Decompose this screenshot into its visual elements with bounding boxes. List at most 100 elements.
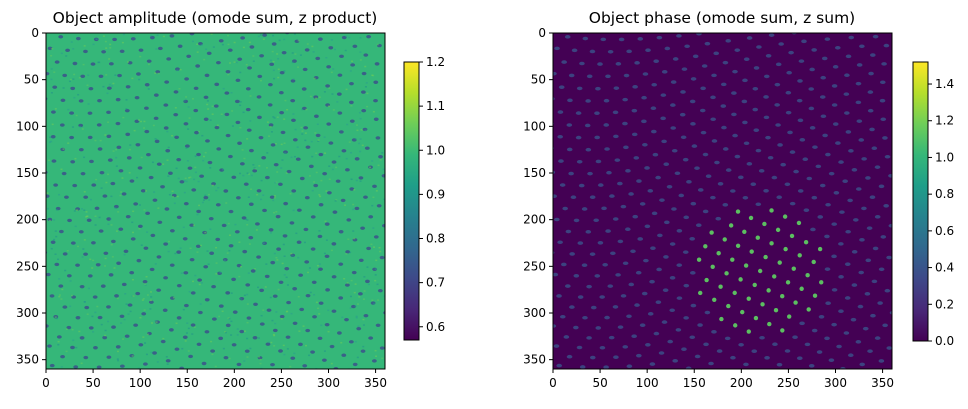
lattice-dot	[844, 73, 850, 78]
lattice-dot	[568, 171, 574, 176]
lattice-dot	[750, 182, 757, 186]
speckle	[114, 207, 117, 209]
speckle	[86, 84, 89, 87]
speckle	[157, 72, 160, 75]
lattice-dot	[712, 297, 717, 302]
lattice-dot	[89, 159, 94, 164]
speckle	[89, 198, 92, 201]
lattice-dot	[259, 54, 265, 58]
lattice-dot	[75, 263, 80, 267]
lattice-dot	[683, 316, 689, 320]
lattice-dot	[763, 254, 768, 260]
lattice-dot	[332, 210, 338, 214]
lattice-dot	[836, 344, 842, 349]
speckle	[47, 159, 50, 162]
lattice-dot	[676, 229, 683, 233]
speckle	[196, 213, 199, 216]
speckle	[260, 367, 263, 369]
lattice-dot	[859, 44, 865, 49]
speckle	[172, 195, 175, 198]
lattice-dot	[869, 127, 875, 132]
lattice-dot	[675, 328, 682, 332]
lattice-dot	[793, 300, 798, 305]
speckle	[260, 179, 263, 182]
speckle	[283, 274, 286, 276]
speckle	[72, 78, 75, 80]
lattice-dot	[164, 80, 170, 84]
lattice-dot	[175, 67, 180, 71]
lattice-dot	[364, 146, 370, 150]
speckle	[145, 190, 148, 192]
speckle	[352, 203, 355, 206]
y-tick-label: 100	[16, 119, 39, 133]
speckle	[105, 47, 108, 49]
speckle	[344, 204, 347, 206]
lattice-dot	[797, 189, 804, 193]
speckle	[286, 284, 289, 286]
lattice-dot	[856, 63, 863, 67]
lattice-dot	[676, 296, 683, 300]
lattice-dot	[373, 235, 379, 239]
lattice-dot	[270, 143, 276, 147]
speckle	[139, 55, 142, 58]
lattice-dot	[871, 279, 878, 284]
lattice-dot	[218, 336, 224, 341]
speckle	[83, 209, 86, 211]
lattice-dot	[585, 147, 592, 152]
lattice-dot	[338, 130, 344, 134]
lattice-dot	[553, 251, 555, 255]
lattice-dot	[711, 330, 717, 334]
speckle	[262, 194, 265, 196]
x-tick-label: 350	[871, 376, 894, 390]
lattice-dot	[310, 247, 316, 251]
lattice-dot	[339, 54, 344, 59]
speckle	[208, 199, 211, 201]
lattice-dot	[210, 30, 215, 33]
lattice-dot	[224, 91, 230, 95]
lattice-dot	[78, 230, 84, 234]
lattice-dot	[683, 283, 690, 288]
lattice-dot	[758, 169, 765, 173]
lattice-dot	[115, 121, 121, 126]
speckle	[206, 100, 209, 102]
speckle	[381, 152, 384, 154]
lattice-dot	[769, 208, 774, 213]
lattice-dot	[182, 237, 188, 241]
speckle	[115, 148, 118, 151]
speckle	[313, 181, 316, 183]
speckle	[104, 134, 107, 136]
lattice-dot	[140, 189, 146, 193]
lattice-dot	[137, 166, 143, 170]
lattice-dot	[874, 215, 881, 219]
speckle	[315, 152, 318, 155]
speckle	[318, 263, 321, 265]
lattice-dot	[358, 292, 363, 296]
lattice-dot	[756, 369, 762, 373]
speckle	[146, 333, 149, 336]
lattice-dot	[349, 119, 355, 123]
lattice-dot	[578, 183, 585, 188]
lattice-dot	[838, 242, 844, 246]
lattice-dot	[859, 362, 866, 367]
lattice-dot	[724, 271, 729, 276]
lattice-dot	[176, 215, 182, 220]
speckle	[252, 55, 255, 57]
lattice-dot	[86, 218, 92, 222]
speckle	[187, 106, 190, 108]
lattice-dot	[390, 213, 395, 216]
lattice-dot	[253, 302, 258, 307]
speckle	[80, 362, 83, 365]
lattice-dot	[284, 266, 290, 271]
lattice-dot	[657, 233, 663, 238]
y-tick-label: 150	[16, 166, 39, 180]
lattice-dot	[884, 154, 891, 159]
speckle	[110, 195, 113, 198]
lattice-dot	[690, 122, 696, 126]
speckle	[178, 87, 181, 90]
speckle	[246, 224, 249, 226]
speckle	[293, 33, 296, 35]
speckle	[80, 208, 83, 210]
lattice-dot	[272, 328, 278, 333]
lattice-dot	[119, 49, 125, 54]
lattice-dot	[586, 74, 593, 79]
